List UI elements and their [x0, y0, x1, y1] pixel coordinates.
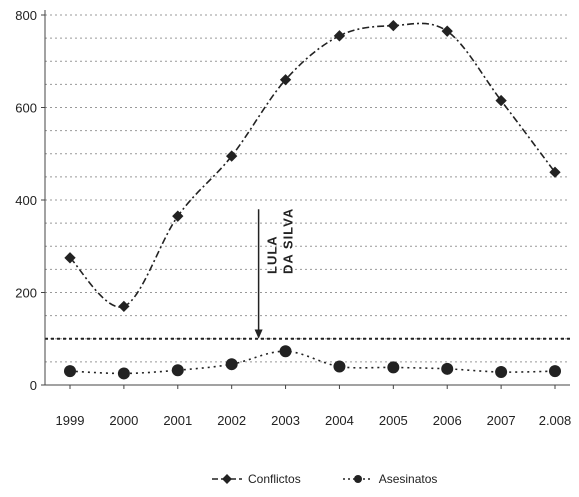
series-layer [64, 19, 561, 380]
annotation-layer: LULA DA SILVA [254, 208, 296, 339]
data-point-asesinatos [333, 360, 346, 373]
annotation-label: LULA [265, 235, 280, 274]
legend: Conflictos Asesinatos [210, 472, 437, 486]
legend-label-asesinatos: Asesinatos [378, 472, 438, 486]
data-point-asesinatos [117, 367, 130, 380]
x-tick-label: 2006 [433, 413, 462, 428]
x-tick-label: 2001 [163, 413, 192, 428]
data-point-asesinatos [171, 364, 184, 377]
data-point-conflictos [118, 300, 130, 313]
data-point-conflictos [172, 210, 184, 222]
data-point-conflictos [226, 150, 238, 162]
data-point-asesinatos [495, 366, 508, 379]
x-tick-label: 2007 [487, 413, 516, 428]
legend-item-asesinatos: Asesinatos [341, 472, 438, 486]
x-tick-label: 2000 [109, 413, 138, 428]
axis-layer: 0 200 400 600 800 1999 2000 2001 2002 2003 2004 200… [15, 8, 571, 428]
annotation-label: DA SILVA [281, 208, 296, 274]
data-point-asesinatos [387, 361, 400, 374]
legend-swatch-conflictos [212, 474, 242, 484]
legend-swatch-asesinatos [342, 475, 373, 483]
series-line-conflictos [69, 22, 556, 308]
x-tick-label: 2003 [271, 413, 300, 428]
y-tick-label: 600 [15, 101, 37, 116]
x-tick-label: 2004 [325, 413, 354, 428]
data-point-asesinatos [279, 345, 292, 358]
x-tick-label: 2.008 [539, 413, 572, 428]
y-tick-label: 0 [30, 378, 37, 393]
data-point-asesinatos [64, 365, 76, 378]
y-tick-label: 200 [15, 286, 37, 301]
y-tick-label: 800 [15, 8, 37, 23]
data-point-asesinatos [225, 358, 238, 371]
data-point-conflictos [549, 166, 561, 178]
data-point-asesinatos [549, 365, 561, 378]
legend-item-conflictos: Conflictos [210, 472, 301, 486]
legend-label-conflictos: Conflictos [248, 472, 301, 486]
x-tick-label: 1999 [56, 413, 85, 428]
data-point-conflictos [387, 19, 399, 32]
x-tick-label: 2002 [217, 413, 246, 428]
data-point-conflictos [333, 30, 346, 42]
series-line-asesinatos [69, 350, 556, 375]
annotation-arrowhead [254, 329, 263, 339]
y-tick-label: 400 [15, 193, 37, 208]
x-tick-label: 2005 [379, 413, 408, 428]
data-point-asesinatos [441, 362, 454, 375]
